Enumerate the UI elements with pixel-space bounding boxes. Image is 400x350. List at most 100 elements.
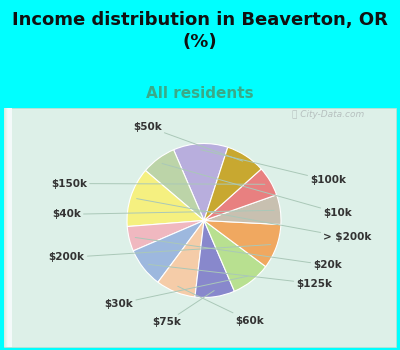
Bar: [6, 108, 10, 346]
Bar: [7, 108, 11, 346]
Bar: [8, 108, 12, 346]
Wedge shape: [204, 169, 276, 220]
Bar: [5, 108, 9, 346]
Bar: [4, 108, 8, 346]
Text: $200k: $200k: [49, 245, 271, 262]
Bar: [8, 108, 12, 346]
Bar: [5, 108, 9, 346]
Bar: [4, 108, 8, 346]
Bar: [5, 108, 9, 346]
Bar: [4, 108, 8, 346]
Text: $125k: $125k: [148, 264, 332, 289]
Bar: [7, 108, 11, 346]
Bar: [6, 108, 10, 346]
Bar: [4, 108, 8, 346]
Wedge shape: [204, 147, 261, 220]
Bar: [4, 108, 8, 346]
Bar: [4, 108, 8, 346]
Text: All residents: All residents: [146, 86, 254, 101]
Bar: [7, 108, 11, 346]
Bar: [6, 108, 10, 346]
Bar: [4, 108, 8, 346]
Wedge shape: [133, 220, 204, 282]
Bar: [5, 108, 9, 346]
Bar: [6, 108, 10, 346]
Text: ⓘ City-Data.com: ⓘ City-Data.com: [292, 110, 364, 119]
Bar: [6, 108, 10, 346]
Bar: [8, 108, 12, 346]
Bar: [8, 108, 12, 346]
Bar: [5, 108, 9, 346]
Bar: [7, 108, 11, 346]
Text: > $200k: > $200k: [137, 198, 372, 243]
Wedge shape: [158, 220, 204, 297]
Bar: [8, 108, 12, 346]
Bar: [6, 108, 10, 346]
Bar: [7, 108, 11, 346]
Bar: [5, 108, 9, 346]
Bar: [6, 108, 9, 346]
Bar: [6, 108, 10, 346]
Text: $20k: $20k: [135, 238, 342, 270]
Bar: [7, 108, 10, 346]
Wedge shape: [127, 170, 204, 226]
Bar: [5, 108, 9, 346]
Bar: [7, 108, 11, 346]
Bar: [6, 108, 10, 346]
Bar: [6, 108, 10, 346]
Bar: [6, 108, 10, 346]
Bar: [5, 108, 9, 346]
Bar: [8, 108, 12, 346]
Wedge shape: [127, 220, 204, 251]
Wedge shape: [204, 220, 266, 291]
Bar: [7, 108, 11, 346]
Bar: [6, 108, 10, 346]
Bar: [6, 108, 10, 346]
Text: $75k: $75k: [152, 290, 214, 327]
Bar: [5, 108, 9, 346]
Bar: [5, 108, 9, 346]
Bar: [6, 108, 10, 346]
Bar: [6, 108, 10, 346]
Bar: [4, 108, 8, 346]
Text: $10k: $10k: [162, 163, 352, 218]
Text: $50k: $50k: [133, 121, 242, 161]
Bar: [5, 108, 9, 346]
Bar: [4, 108, 8, 346]
Bar: [4, 108, 8, 346]
Bar: [4, 108, 8, 346]
Bar: [5, 108, 9, 346]
FancyBboxPatch shape: [4, 108, 396, 346]
Bar: [6, 108, 10, 346]
Bar: [8, 108, 12, 346]
Bar: [7, 108, 11, 346]
Bar: [6, 108, 10, 346]
Bar: [6, 108, 10, 346]
Bar: [4, 108, 8, 346]
Bar: [7, 108, 11, 346]
Bar: [6, 108, 10, 346]
Wedge shape: [204, 220, 281, 267]
Bar: [6, 108, 10, 346]
Text: Income distribution in Beaverton, OR
(%): Income distribution in Beaverton, OR (%): [12, 10, 388, 51]
Text: $60k: $60k: [178, 286, 264, 326]
Text: $30k: $30k: [104, 276, 248, 309]
Bar: [5, 108, 9, 346]
Text: $100k: $100k: [201, 150, 346, 186]
Bar: [8, 108, 12, 346]
Bar: [4, 108, 8, 346]
Bar: [6, 108, 10, 346]
Bar: [5, 108, 9, 346]
Bar: [6, 108, 10, 346]
Bar: [7, 108, 10, 346]
Bar: [7, 108, 11, 346]
Wedge shape: [204, 195, 281, 225]
Bar: [6, 108, 10, 346]
Text: $150k: $150k: [51, 178, 265, 189]
Bar: [5, 108, 8, 346]
Bar: [7, 108, 11, 346]
Bar: [7, 108, 11, 346]
Bar: [8, 108, 11, 346]
Bar: [8, 108, 12, 346]
Bar: [8, 108, 12, 346]
